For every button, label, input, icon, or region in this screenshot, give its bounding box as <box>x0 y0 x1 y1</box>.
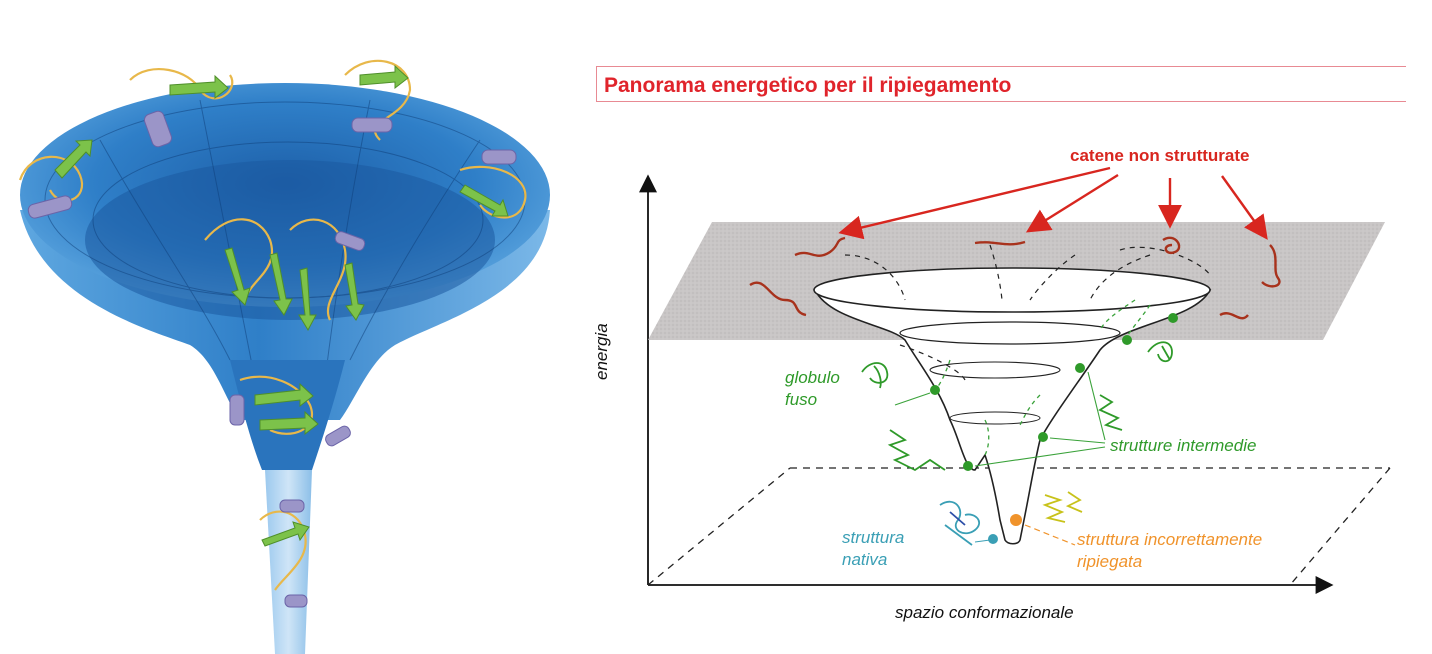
label-misfolded-line1: struttura incorrettamente <box>1077 530 1262 550</box>
label-native-line1: struttura <box>842 528 904 548</box>
unfolded-plane <box>648 222 1385 340</box>
folding-funnel-illustration <box>0 0 580 654</box>
label-misfolded-line2: ripiegata <box>1077 552 1142 572</box>
label-native-line2: nativa <box>842 550 887 570</box>
landscape-funnel <box>815 290 1210 544</box>
label-intermediates: strutture intermedie <box>1110 436 1256 456</box>
funnel-lower <box>230 360 345 470</box>
label-globule-line2: fuso <box>785 390 817 410</box>
diagram-title: Panorama energetico per il ripiegamento <box>604 74 1011 98</box>
funnel-stem <box>265 470 312 654</box>
misfolded-state-dot <box>1010 514 1022 526</box>
label-unstructured-chains: catene non strutturate <box>1070 146 1249 166</box>
funnel-inner <box>85 160 495 320</box>
native-state-dot <box>988 534 998 544</box>
y-axis-label: energia <box>592 323 612 380</box>
funnel-top-rim <box>814 268 1210 312</box>
label-globule-line1: globulo <box>785 368 840 388</box>
x-axis-label: spazio conformazionale <box>895 603 1074 623</box>
